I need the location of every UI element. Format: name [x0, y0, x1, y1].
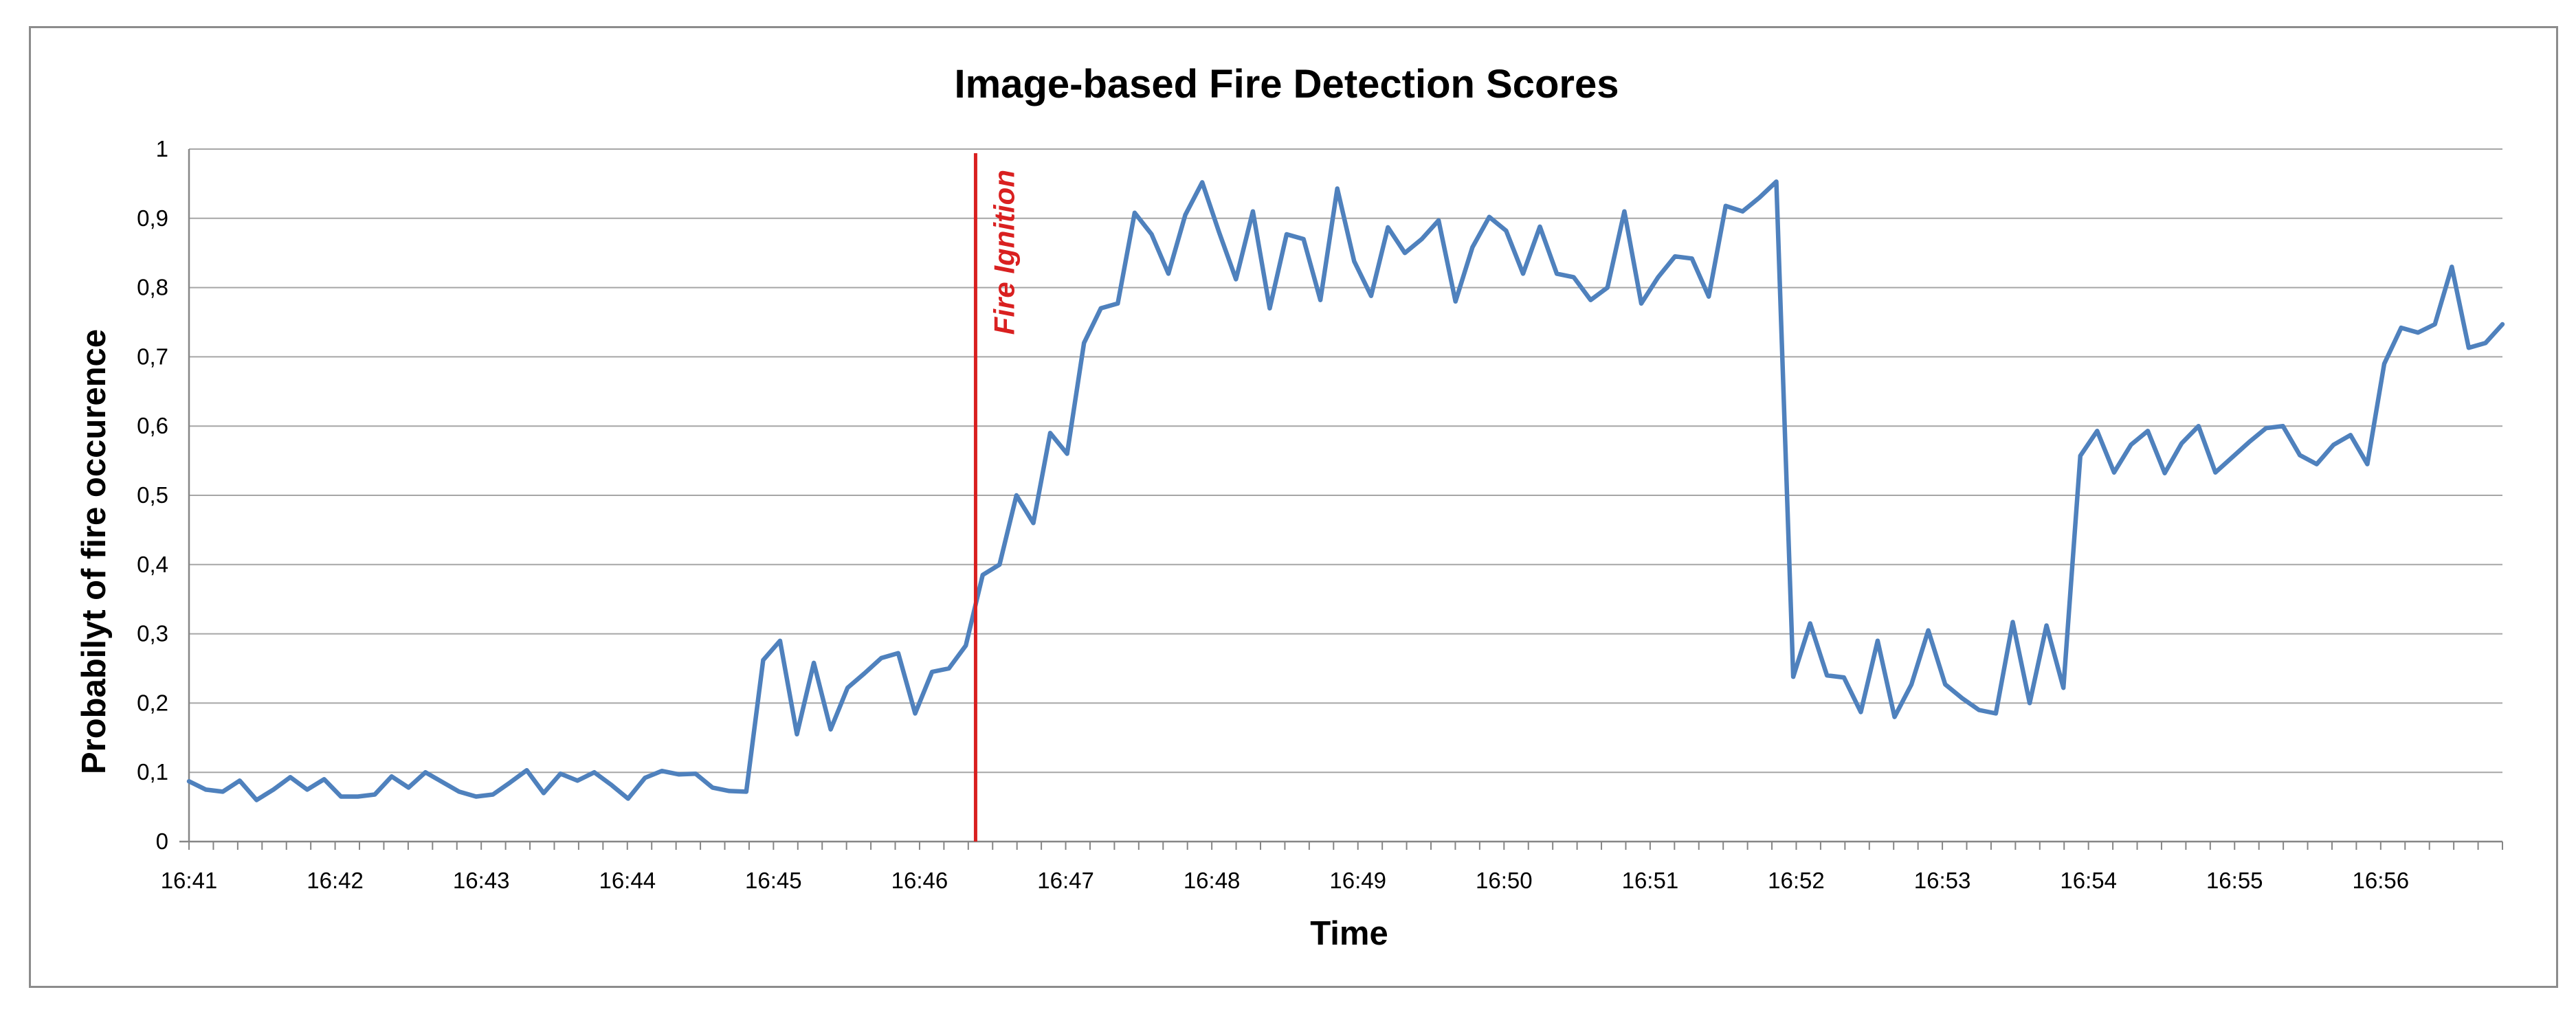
y-tick-label: 0,2 [137, 690, 168, 715]
x-tick-label: 16:43 [453, 868, 510, 893]
x-tick-label: 16:54 [2060, 868, 2117, 893]
y-tick-label: 0 [156, 829, 168, 854]
x-tick-label: 16:45 [745, 868, 802, 893]
chart-title: Image-based Fire Detection Scores [955, 62, 1619, 106]
y-tick-label: 0,3 [137, 621, 168, 646]
x-tick-label: 16:53 [1914, 868, 1971, 893]
chart-canvas: 0 0,1 0,2 0,3 0,4 0,5 0,6 0,7 0,8 0,9 1 16:41 16:42… [76, 62, 2505, 952]
y-tick-label: 0,5 [137, 482, 168, 508]
series-line [186, 179, 2505, 802]
x-tick-labels: 16:41 16:42 16:43 16:44 16:45 16:46 16:47 16:48… [161, 868, 2409, 893]
x-tick-label: 16:55 [2206, 868, 2263, 893]
y-axis-title: Probabilyt of fire occurence [76, 329, 113, 774]
y-tick-label: 0,6 [137, 413, 168, 438]
x-tick-label: 16:44 [599, 868, 656, 893]
x-tick-label: 16:49 [1329, 868, 1386, 893]
x-tick-label: 16:41 [161, 868, 218, 893]
series-layer [186, 179, 2505, 802]
gridlines [189, 148, 2502, 774]
chart-frame: 0 0,1 0,2 0,3 0,4 0,5 0,6 0,7 0,8 0,9 1 16:41 16:42… [29, 26, 2558, 988]
x-axis-title: Time [1310, 915, 1388, 952]
y-tick-label: 0,8 [137, 275, 168, 300]
x-tick-label: 16:48 [1184, 868, 1241, 893]
fire-ignition-label: Fire Ignition [988, 170, 1020, 335]
x-tick-label: 16:46 [891, 868, 948, 893]
y-tick-label: 0,1 [137, 759, 168, 785]
x-tick-label: 16:51 [1622, 868, 1679, 893]
y-tick-label: 1 [156, 136, 168, 161]
x-tick-label: 16:42 [307, 868, 364, 893]
y-tick-label: 0,4 [137, 552, 168, 577]
y-tick-label: 0,9 [137, 205, 168, 231]
axes [179, 149, 2503, 850]
y-tick-label: 0,7 [137, 343, 168, 369]
x-tick-label: 16:47 [1037, 868, 1094, 893]
x-tick-label: 16:56 [2353, 868, 2410, 893]
x-tick-label: 16:50 [1476, 868, 1533, 893]
y-tick-labels: 0 0,1 0,2 0,3 0,4 0,5 0,6 0,7 0,8 0,9 1 [137, 136, 168, 854]
annotation-layer: Fire Ignition [973, 153, 1020, 842]
x-tick-label: 16:52 [1768, 868, 1825, 893]
